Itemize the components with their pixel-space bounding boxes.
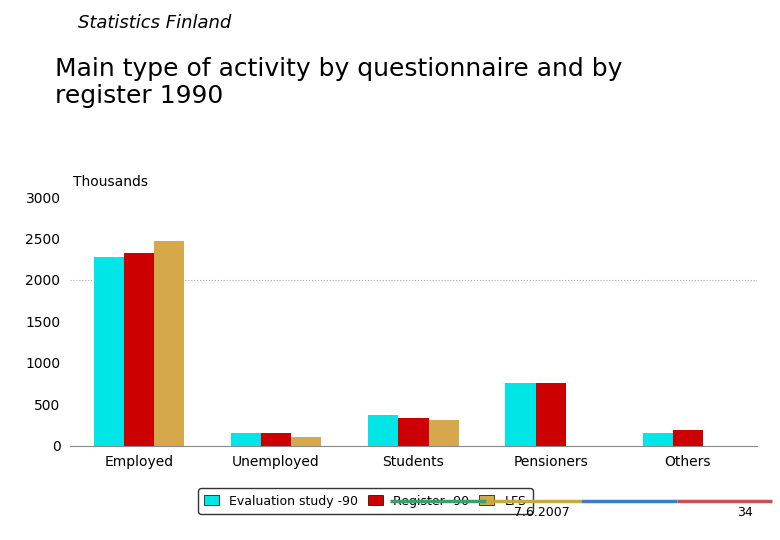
Bar [428,420,459,445]
Text: Thousands: Thousands [73,175,148,189]
Bar [124,253,154,446]
Text: Statistics Finland: Statistics Finland [78,14,231,31]
Bar [291,437,321,446]
Bar [505,382,536,446]
Bar [536,383,566,445]
Bar [673,430,703,445]
Bar [154,241,184,446]
Text: Main type of activity by questionnaire and by
register 1990: Main type of activity by questionnaire a… [55,57,622,109]
Bar [643,433,673,446]
Text: 7.6.2007: 7.6.2007 [514,505,570,519]
Bar [261,433,291,446]
Bar [231,434,261,445]
Bar [368,415,399,446]
Text: 34: 34 [737,505,753,519]
Legend: Evaluation study -90, Register -90, LFS: Evaluation study -90, Register -90, LFS [198,488,533,514]
Bar [399,418,428,446]
Bar [94,256,124,446]
